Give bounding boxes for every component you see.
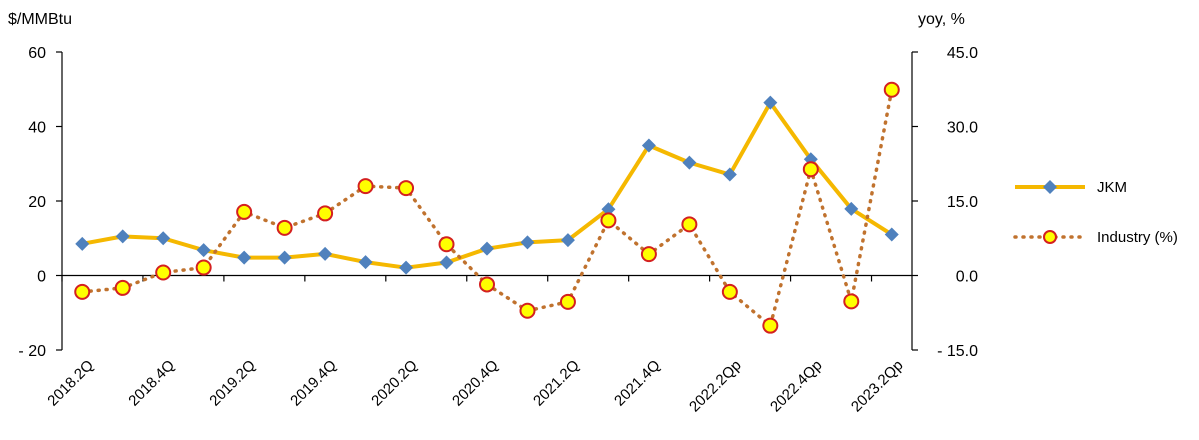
left-axis-tick-label: 0 <box>37 269 46 286</box>
jkm-point <box>277 250 292 265</box>
series-layer <box>74 81 900 334</box>
industry-point <box>236 203 253 220</box>
industry-point <box>600 212 617 229</box>
left-axis: - 20 0 20 40 60 <box>18 45 63 360</box>
jkm-point <box>318 246 333 261</box>
x-axis-tick-label: 2020.4Q <box>449 357 502 410</box>
legend-marker-industry <box>1043 230 1057 244</box>
x-axis-tick-label: 2019.4Q <box>287 357 340 410</box>
right-axis: - 15.0 0.0 15.0 30.0 45.0 <box>911 45 978 360</box>
x-axis-tick-label: 2019.2Q <box>206 357 259 410</box>
industry-point <box>519 302 536 319</box>
jkm-point <box>480 241 494 256</box>
jkm-point <box>196 243 211 258</box>
industry-point <box>640 246 657 263</box>
jkm-point <box>358 255 373 270</box>
left-axis-unit: $/MMBtu <box>8 11 72 28</box>
jkm-point <box>884 227 899 242</box>
legend-item-jkm: JKM <box>1015 179 1127 196</box>
right-axis-tick-label: 15.0 <box>947 194 978 211</box>
industry-point <box>479 276 495 293</box>
left-axis-tick-label: 60 <box>28 45 46 62</box>
industry-point <box>155 264 172 281</box>
industry-point <box>317 205 334 222</box>
industry-point <box>195 259 212 276</box>
jkm-point <box>520 235 535 250</box>
jkm-point <box>763 95 778 110</box>
x-axis-tick-label: 2020.2Q <box>368 357 421 410</box>
legend-label-industry: Industry (%) <box>1097 229 1178 246</box>
industry-point <box>438 236 455 253</box>
left-axis-tick-label: 40 <box>28 120 46 137</box>
industry-point <box>843 293 860 310</box>
jkm-point <box>844 201 859 216</box>
jkm-point <box>156 231 171 246</box>
industry-point <box>114 279 131 296</box>
jkm-point <box>560 233 575 248</box>
jkm-point <box>641 138 656 153</box>
jkm-point <box>439 255 454 270</box>
left-axis-tick-label: 20 <box>28 194 46 211</box>
jkm-point <box>115 229 130 244</box>
industry-point <box>398 180 415 197</box>
x-axis: 2018.2Q 2018.4Q 2019.2Q 2019.4Q 2020.2Q 2020.… <box>44 274 912 416</box>
industry-point <box>357 178 374 195</box>
industry-point <box>883 81 900 98</box>
right-axis-tick-label: 0.0 <box>956 269 978 286</box>
jkm-point <box>237 250 252 265</box>
legend-label-jkm: JKM <box>1097 179 1127 196</box>
right-axis-unit: yoy, % <box>918 11 965 28</box>
industry-point <box>74 283 91 300</box>
industry-point <box>276 219 293 236</box>
left-axis-tick-label: - 20 <box>18 343 46 360</box>
right-axis-tick-label: - 15.0 <box>937 343 978 360</box>
legend-item-industry: Industry (%) <box>1013 229 1178 246</box>
jkm-point <box>601 202 616 217</box>
industry-point <box>559 293 576 310</box>
industry-point <box>681 216 698 233</box>
jkm-point <box>722 167 737 182</box>
jkm-point <box>75 236 90 251</box>
x-axis-tick-label: 2021.4Q <box>611 357 664 410</box>
right-axis-tick-label: 30.0 <box>947 120 978 137</box>
right-axis-tick-label: 45.0 <box>947 45 978 62</box>
x-axis-tick-label: 2018.2Q <box>44 357 97 410</box>
x-axis-tick-label: 2022.4Qp <box>767 357 826 416</box>
x-axis-tick-label: 2023.2Qp <box>848 357 907 416</box>
jkm-point <box>399 260 414 275</box>
industry-point <box>721 283 738 300</box>
legend: JKM Industry (%) <box>1013 179 1178 246</box>
x-axis-tick-label: 2021.2Q <box>530 357 583 410</box>
industry-point <box>762 317 779 334</box>
x-axis-tick-label: 2022.2Qp <box>686 357 745 416</box>
industry-point <box>802 161 819 178</box>
x-axis-tick-label: 2018.4Q <box>125 357 178 410</box>
jkm-point <box>682 155 697 170</box>
legend-marker-jkm <box>1043 180 1057 194</box>
